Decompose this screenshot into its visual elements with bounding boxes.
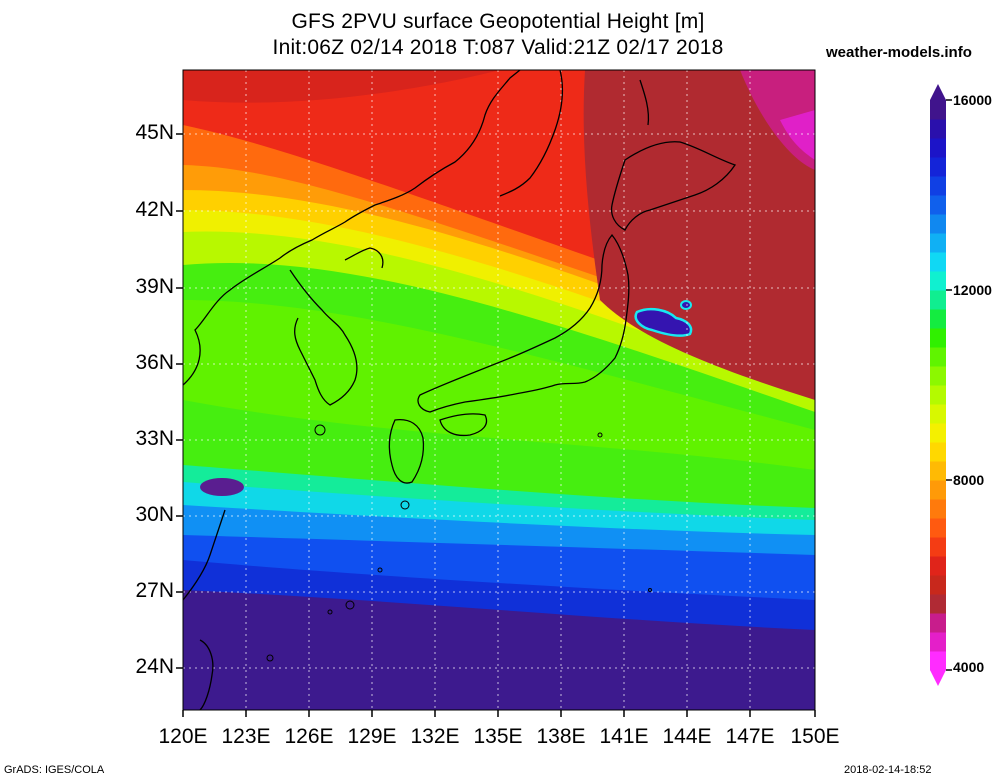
height-field [183, 70, 815, 710]
colorbar-swatch [930, 214, 946, 234]
y-tick-label: 27N [135, 579, 174, 602]
y-tick-label: 39N [135, 275, 174, 298]
colorbar-label: 16000 [953, 92, 992, 108]
footer-credit: GrADS: IGES/COLA [4, 764, 105, 776]
colorbar-swatch [930, 100, 946, 120]
islands [266, 424, 652, 662]
y-tick-label: 45N [135, 121, 174, 144]
colorbar-swatch [930, 271, 946, 291]
colorbar [930, 84, 952, 686]
x-tick-label: 129E [347, 725, 397, 748]
plot-frame [182, 69, 816, 711]
coastlines [183, 70, 737, 710]
colorbar-swatch [930, 632, 946, 652]
x-tick-label: 141E [599, 725, 649, 748]
colorbar-swatch [930, 613, 946, 633]
colorbar-swatch [930, 461, 946, 481]
colorbar-swatch [930, 176, 946, 196]
y-tick-label: 30N [135, 503, 174, 526]
colorbar-swatch [930, 119, 946, 139]
colorbar-swatch [930, 499, 946, 519]
chart-title-line2: Init:06Z 02/14 2018 T:087 Valid:21Z 02/1… [272, 36, 724, 59]
colorbar-swatch [930, 556, 946, 576]
x-tick-label: 144E [662, 725, 712, 748]
colorbar-swatch [930, 195, 946, 215]
colorbar-swatch [930, 651, 946, 671]
colorbar-swatch [930, 347, 946, 367]
colorbar-swatch [930, 423, 946, 443]
colorbar-min-arrow [930, 670, 946, 686]
colorbar-swatch [930, 252, 946, 272]
colorbar-swatch [930, 290, 946, 310]
colorbar-swatch [930, 138, 946, 158]
colorbar-swatch [930, 404, 946, 424]
x-tick-label: 150E [790, 725, 840, 748]
colorbar-swatch [930, 366, 946, 386]
colorbar-swatch [930, 442, 946, 462]
x-tick-label: 126E [284, 725, 334, 748]
colorbar-swatch [930, 233, 946, 253]
colorbar-swatch [930, 328, 946, 348]
x-tick-label: 123E [221, 725, 271, 748]
y-tick-label: 42N [135, 198, 174, 221]
colorbar-label: 8000 [953, 472, 985, 488]
x-tick-label: 132E [410, 725, 460, 748]
axis-ticks [176, 133, 816, 717]
site-label: weather-models.info [826, 44, 972, 61]
colorbar-swatch [930, 157, 946, 177]
colorbar-swatch [930, 309, 946, 329]
colorbar-swatch [930, 537, 946, 557]
y-tick-label: 36N [135, 351, 174, 374]
x-tick-label: 135E [473, 725, 523, 748]
colorbar-max-arrow [930, 84, 946, 100]
grid-lines [183, 70, 815, 710]
colorbar-label: 4000 [953, 659, 985, 675]
x-tick-label: 147E [725, 725, 775, 748]
chart-title-line1: GFS 2PVU surface Geopotential Height [m] [291, 10, 705, 33]
x-tick-label: 138E [536, 725, 586, 748]
x-tick-label: 120E [158, 725, 208, 748]
colorbar-swatch [930, 518, 946, 538]
colorbar-swatch [930, 575, 946, 595]
colorbar-swatch [930, 385, 946, 405]
colorbar-label: 12000 [953, 282, 992, 298]
y-tick-label: 33N [135, 427, 174, 450]
footer-timestamp: 2018-02-14-18:52 [844, 764, 932, 776]
colorbar-swatch [930, 594, 946, 614]
y-tick-label: 24N [135, 655, 174, 678]
colorbar-swatch [930, 480, 946, 500]
